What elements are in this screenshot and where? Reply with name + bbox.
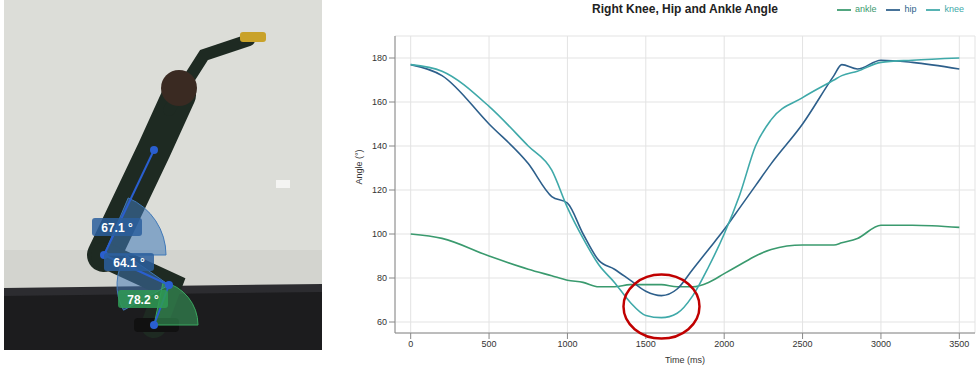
svg-text:140: 140 xyxy=(372,141,387,151)
svg-text:120: 120 xyxy=(372,185,387,195)
svg-text:60: 60 xyxy=(377,317,387,327)
svg-text:2000: 2000 xyxy=(714,339,734,349)
svg-text:100: 100 xyxy=(372,229,387,239)
html-text:knee: knee xyxy=(944,4,964,15)
svg-text:80: 80 xyxy=(377,273,387,283)
svg-text:180: 180 xyxy=(372,53,387,63)
svg-text:Time (ms): Time (ms) xyxy=(665,355,705,365)
svg-text:500: 500 xyxy=(482,339,497,349)
svg-text:160: 160 xyxy=(372,97,387,107)
svg-text:67.1 °: 67.1 ° xyxy=(101,221,133,235)
html-text:hip: hip xyxy=(904,4,917,15)
svg-text:2500: 2500 xyxy=(793,339,813,349)
svg-text:0: 0 xyxy=(408,339,413,349)
svg-text:1000: 1000 xyxy=(557,339,577,349)
svg-text:3500: 3500 xyxy=(949,339,969,349)
svg-text:3000: 3000 xyxy=(871,339,891,349)
svg-text:64.1 °: 64.1 ° xyxy=(113,256,145,270)
html-text:Right Knee, Hip and Ankle Angl: Right Knee, Hip and Ankle Angle xyxy=(592,2,778,16)
svg-text:78.2 °: 78.2 ° xyxy=(127,293,159,307)
html-text:ankle: ankle xyxy=(854,4,877,15)
svg-text:Angle (°): Angle (°) xyxy=(354,149,364,184)
svg-text:1500: 1500 xyxy=(636,339,656,349)
